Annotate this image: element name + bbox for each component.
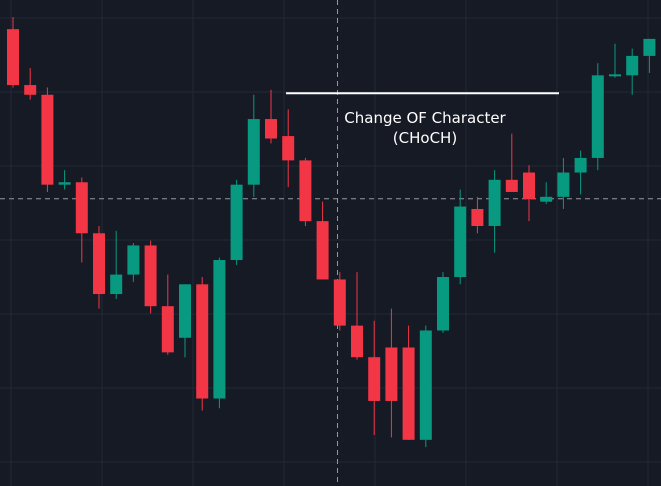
candle-body (299, 160, 312, 222)
candle-body (471, 208, 484, 226)
candle-bearish (161, 274, 174, 355)
candle-body (557, 172, 570, 197)
candle-body (368, 357, 381, 401)
candle-bearish (144, 240, 157, 314)
candle-bullish (591, 63, 604, 171)
candle-bullish (127, 243, 140, 282)
candle-body (523, 172, 535, 200)
candle-body (488, 179, 501, 226)
candle-bullish (557, 157, 570, 209)
candle-body (213, 260, 226, 399)
candle-bullish (488, 170, 501, 253)
candle-body (93, 233, 105, 295)
candle-bullish (247, 94, 260, 197)
candles (7, 17, 656, 448)
candle-body (230, 184, 243, 261)
candle-bullish (230, 179, 243, 265)
candle-body (437, 277, 449, 331)
candle-body (626, 55, 639, 76)
candle-body (7, 29, 19, 86)
candle-bearish (196, 277, 209, 411)
candle-body (282, 136, 295, 161)
candle-body (41, 94, 54, 185)
candle-body (419, 330, 432, 440)
candle-body (144, 245, 157, 307)
candle-body (351, 325, 363, 358)
candle-body (75, 182, 88, 234)
candle-bearish (299, 157, 312, 226)
candle-body (591, 75, 604, 158)
candle-bearish (523, 165, 535, 222)
candle-bullish (626, 48, 639, 95)
candle-body (574, 157, 587, 173)
candle-bearish (93, 225, 105, 309)
candle-body (127, 245, 140, 275)
candle-bullish (419, 325, 432, 448)
candle-bullish (540, 182, 553, 205)
candle-bearish (385, 308, 398, 438)
candle-bearish (471, 196, 484, 234)
candle-body (385, 347, 398, 401)
candle-body (643, 38, 656, 56)
candle-bearish (333, 272, 346, 331)
candle-bullish (609, 43, 621, 78)
candle-bullish (574, 150, 587, 195)
candle-bearish (282, 109, 295, 188)
candle-bullish (643, 38, 656, 73)
candle-bearish (7, 17, 19, 88)
candle-bullish (213, 257, 226, 409)
candle-bearish (402, 325, 415, 440)
candle-bullish (110, 230, 123, 299)
candle-body (179, 284, 191, 338)
candle-body (196, 284, 209, 399)
candle-bearish (41, 87, 54, 192)
candle-body (540, 196, 553, 202)
candle-body (333, 279, 346, 326)
candle-bearish (351, 272, 363, 360)
candle-bearish (368, 320, 381, 435)
candle-body (505, 179, 518, 192)
candle-body (24, 85, 37, 95)
candle-body (316, 221, 329, 280)
candle-bearish (265, 89, 277, 144)
candle-body (110, 274, 123, 295)
candle-bullish (454, 189, 467, 285)
candle-bearish (24, 68, 37, 100)
candle-bearish (75, 177, 88, 263)
candle-body (265, 119, 277, 139)
candle-bearish (316, 201, 329, 280)
candle-body (58, 182, 71, 185)
candle-body (247, 119, 260, 185)
candle-bullish (179, 284, 191, 358)
candle-bullish (58, 170, 71, 190)
candle-body (161, 306, 174, 353)
candle-body (402, 347, 415, 440)
candle-body (609, 74, 621, 77)
candle-bearish (505, 133, 518, 192)
candle-bullish (437, 272, 449, 333)
candle-body (454, 206, 467, 278)
